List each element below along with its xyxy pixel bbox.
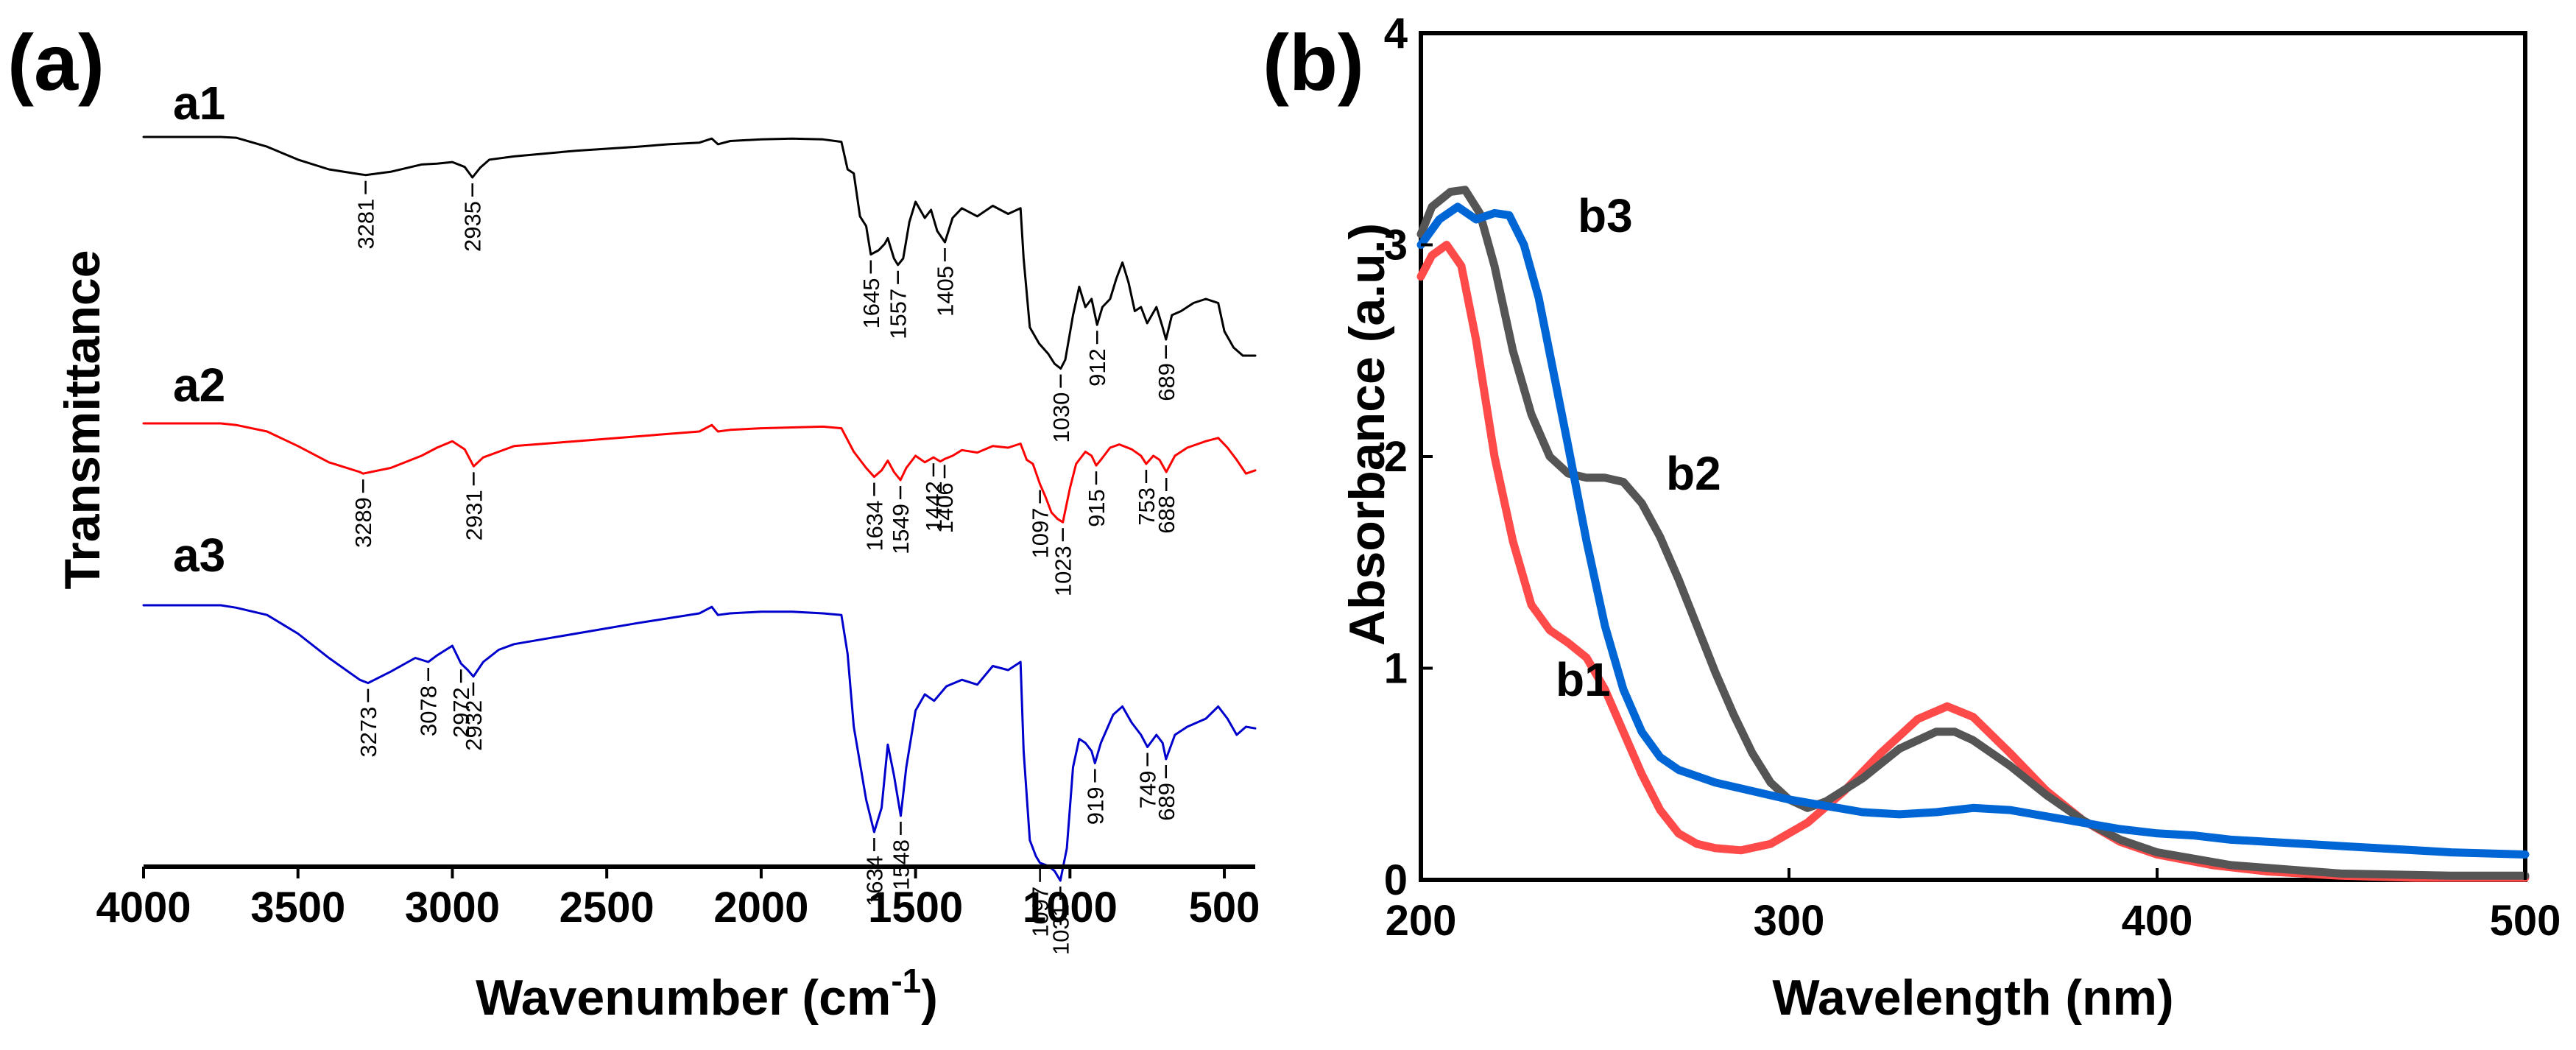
- panel-a-x-tick-label-3000: 3000: [405, 884, 500, 931]
- peak-label-a1-912: 912: [1084, 348, 1110, 387]
- series-label-a3: a3: [173, 529, 225, 582]
- peak-label-a1-2935: 2935: [460, 201, 486, 252]
- peak-label-a3-1097: 1097: [1028, 887, 1054, 937]
- panel-a-x-tick-label-500: 500: [1189, 884, 1260, 931]
- panel-a-y-axis-title: Transmittance: [54, 250, 110, 589]
- panel-b-x-tick-label-300: 300: [1754, 897, 1825, 945]
- panel-a-x-tick-label-4000: 4000: [96, 884, 191, 931]
- panel-a-x-tick-label-2500: 2500: [560, 884, 654, 931]
- peak-label-a3-3273: 3273: [356, 707, 381, 758]
- series-label-b1: b1: [1556, 653, 1611, 706]
- panel-b-y-tick-label-3: 3: [1384, 222, 1408, 269]
- panel-a-x-tick-label-1500: 1500: [868, 884, 963, 931]
- panel-b-y-axis-title: Absorbance (a.u.): [1339, 223, 1395, 646]
- peak-label-a2-753: 753: [1134, 487, 1160, 526]
- peak-label-a1-689: 689: [1154, 363, 1179, 401]
- panel-b: (b) Absorbance (a.u.) 200 300 400 50001234 …: [1263, 10, 2561, 1026]
- series-line-a3: [142, 604, 1257, 882]
- peak-label-a1-3281: 3281: [353, 199, 379, 250]
- peak-label-a3-749: 749: [1135, 771, 1161, 809]
- peak-label-a2-1406: 1406: [932, 482, 958, 533]
- panel-b-ticks: 200 300 400 500 0 1 2 3 4: [1384, 10, 2561, 945]
- peak-label-a1-1405: 1405: [933, 266, 959, 317]
- peak-label-a3-689: 689: [1154, 783, 1179, 821]
- peak-label-a3-2932: 2932: [461, 700, 487, 751]
- series-line-a2: [142, 422, 1257, 524]
- panel-a-peak-label-layer: 3281 2935 1645 1557 1405 1030 912 689 3289 2931 16…: [350, 180, 1179, 955]
- peak-label-a3-1031: 1031: [1048, 904, 1073, 955]
- series-label-a1: a1: [173, 77, 225, 130]
- panel-a-x-tick-label-2000: 2000: [713, 884, 808, 931]
- peak-label-a3-3078: 3078: [416, 686, 442, 736]
- panel-a-x-tick-label-1000: 1000: [1023, 884, 1118, 931]
- panel-b-x-tick-label-500: 500: [2490, 897, 2561, 945]
- peak-label-a1-1645: 1645: [858, 278, 884, 329]
- peak-label-a2-1442: 1442: [921, 481, 947, 532]
- series-line-b2: [1416, 186, 2530, 880]
- peak-label-a2-1549: 1549: [888, 504, 914, 554]
- panel-b-plot-frame: [1419, 31, 2527, 882]
- panel-b-series-layer: [1416, 186, 2530, 882]
- panel-a-series-layer: [142, 135, 1257, 882]
- panel-b-label: (b): [1263, 18, 1364, 107]
- series-label-a2: a2: [173, 359, 225, 412]
- peak-label-a2-1634: 1634: [861, 501, 887, 552]
- peak-label-a2-915: 915: [1084, 489, 1109, 527]
- peak-label-a2-688: 688: [1154, 496, 1179, 534]
- panel-a-label: (a): [7, 18, 105, 107]
- peak-label-a2-1097: 1097: [1028, 508, 1054, 559]
- peak-label-a3-2972: 2972: [448, 687, 474, 738]
- peak-label-a1-1557: 1557: [886, 289, 911, 339]
- panel-a-series-labels: a1 a2 a3: [173, 77, 225, 582]
- panel-b-x-tick-label-400: 400: [2122, 897, 2193, 945]
- peak-label-a2-2931: 2931: [461, 490, 487, 540]
- panel-a-x-ticks: 4000 3500 3000 2500 2000 1500 1000 500: [96, 867, 1260, 931]
- peak-label-a3-1634: 1634: [861, 856, 887, 906]
- panel-b-y-tick-label-0: 0: [1384, 856, 1408, 904]
- series-line-b1: [1416, 241, 2530, 882]
- peak-label-a2-1023: 1023: [1051, 546, 1076, 596]
- series-label-b2: b2: [1666, 447, 1721, 500]
- panel-b-x-tick-label-200: 200: [1386, 897, 1457, 945]
- peak-label-a3-919: 919: [1082, 787, 1108, 825]
- panel-b-x-axis-title: Wavelength (nm): [1772, 970, 2173, 1026]
- panel-a-x-axis-title: Wavenumber (cm-1): [476, 962, 938, 1026]
- series-line-b3: [1416, 202, 2530, 859]
- peak-label-a2-3289: 3289: [350, 497, 376, 548]
- panel-b-y-tick-label-4: 4: [1384, 10, 1408, 57]
- series-label-b3: b3: [1578, 189, 1633, 242]
- peak-label-a1-1030: 1030: [1048, 392, 1074, 443]
- panel-b-y-tick-label-1: 1: [1384, 645, 1408, 693]
- panel-b-y-tick-label-2: 2: [1384, 433, 1408, 481]
- series-line-a1: [142, 135, 1257, 370]
- panel-a-x-tick-label-3500: 3500: [250, 884, 345, 931]
